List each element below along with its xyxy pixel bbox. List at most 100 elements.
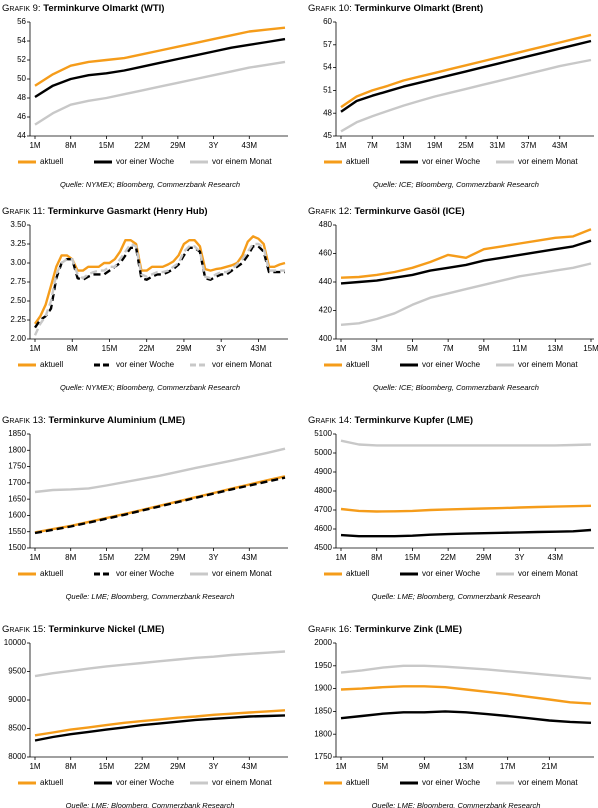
x-tick-label: 22M (134, 553, 150, 562)
legend-label: vor einer Woche (116, 157, 175, 166)
y-tick-label: 460 (319, 249, 333, 258)
y-tick-label: 54 (323, 63, 332, 72)
chart-title: Grafik 12: Terminkurve Gasöl (ICE) (308, 206, 465, 217)
x-tick-label: 8M (65, 762, 76, 771)
chart-title: Grafik 10: Terminkurve Olmarkt (Brent) (308, 3, 483, 14)
y-tick-label: 1600 (8, 511, 26, 520)
y-tick-label: 1750 (314, 752, 332, 761)
x-tick-label: 1M (29, 762, 40, 771)
chart-panel: Grafik 9: Terminkurve Olmarkt (WTI) 44 46 4… (2, 3, 288, 189)
chart-title: Grafik 16: Terminkurve Zink (LME) (308, 624, 462, 635)
x-tick-label: 22M (139, 344, 155, 353)
x-tick-label: 8M (67, 344, 78, 353)
x-tick-label: 19M (427, 141, 443, 150)
chart-title: Grafik 14: Terminkurve Kupfer (LME) (308, 415, 473, 426)
legend-label: vor einem Monat (518, 778, 578, 787)
chart-panel: Grafik 13: Terminkurve Aluminium (LME) 15… (2, 415, 288, 601)
series-line (340, 664, 592, 680)
series-line (34, 476, 286, 535)
legend-label: aktuell (346, 778, 369, 787)
x-tick-label: 25M (458, 141, 474, 150)
y-tick-label: 1900 (314, 684, 332, 693)
x-tick-label: 15M (99, 553, 115, 562)
chart-title: Grafik 9: Terminkurve Olmarkt (WTI) (2, 3, 164, 14)
legend-label: aktuell (346, 569, 369, 578)
x-tick-label: 43M (242, 762, 258, 771)
y-tick-label: 1650 (8, 494, 26, 503)
y-tick-label: 10000 (4, 638, 27, 647)
y-tick-label: 4700 (314, 505, 332, 514)
x-tick-label: 8M (65, 553, 76, 562)
series-line (340, 504, 592, 513)
y-tick-label: 46 (17, 112, 26, 121)
legend-label: vor einer Woche (422, 360, 481, 369)
series-line (340, 528, 592, 538)
x-tick-label: 15M (405, 553, 421, 562)
x-tick-label: 1M (29, 141, 40, 150)
y-tick-label: 1550 (8, 527, 26, 536)
source-note: Quelle: LME; Bloomberg, Commerzbank Rese… (66, 592, 235, 601)
y-tick-label: 3.25 (10, 239, 26, 248)
series-line (340, 33, 592, 109)
series-line (340, 439, 592, 447)
x-tick-label: 22M (134, 762, 150, 771)
chart-panel: Grafik 14: Terminkurve Kupfer (LME) 4500 4… (308, 415, 594, 601)
chart-number: Grafik 9: (2, 3, 41, 14)
x-tick-label: 3Y (216, 344, 226, 353)
y-tick-label: 51 (323, 86, 332, 95)
series-line (34, 37, 286, 99)
chart-number: Grafik 16: (308, 624, 352, 635)
x-tick-label: 1M (335, 553, 346, 562)
series-line (340, 58, 592, 133)
x-tick-label: 1M (335, 762, 346, 771)
chart-number: Grafik 12: (308, 206, 352, 217)
y-tick-label: 48 (323, 108, 332, 117)
x-tick-label: 1M (335, 141, 346, 150)
chart-title-text: Terminkurve Kupfer (LME) (355, 415, 474, 426)
y-tick-label: 3.00 (10, 258, 26, 267)
x-tick-label: 3M (371, 344, 382, 353)
y-tick-label: 56 (17, 17, 26, 26)
y-tick-label: 1800 (8, 445, 26, 454)
x-tick-label: 3Y (209, 141, 219, 150)
y-tick-label: 1850 (8, 429, 26, 438)
legend-label: aktuell (40, 157, 63, 166)
y-tick-label: 52 (17, 55, 26, 64)
source-note: Quelle: LME; Bloomberg, Commerzbank Rese… (372, 801, 541, 808)
series-line (34, 714, 286, 742)
x-tick-label: 7M (367, 141, 378, 150)
chart-panel: Grafik 12: Terminkurve Gasöl (ICE) 400 420… (308, 206, 598, 392)
y-tick-label: 4500 (314, 543, 332, 552)
x-tick-label: 15M (102, 344, 118, 353)
y-tick-label: 480 (319, 220, 333, 229)
x-tick-label: 3Y (209, 762, 219, 771)
legend-label: vor einem Monat (518, 569, 578, 578)
source-note: Quelle: NYMEX; Bloomberg, Commerzbank Re… (60, 180, 240, 189)
y-tick-label: 400 (319, 334, 333, 343)
y-tick-label: 1500 (8, 543, 26, 552)
source-note: Quelle: LME; Bloomberg, Commerzbank Rese… (66, 801, 235, 808)
y-tick-label: 57 (323, 40, 332, 49)
x-tick-label: 8M (371, 553, 382, 562)
x-tick-label: 22M (134, 141, 150, 150)
series-line (34, 650, 286, 678)
series-line (34, 447, 286, 494)
y-tick-label: 9500 (8, 667, 26, 676)
chart-title: Grafik 13: Terminkurve Aluminium (LME) (2, 415, 185, 426)
series-line (340, 239, 592, 285)
x-tick-label: 21M (542, 762, 558, 771)
y-tick-label: 2000 (314, 638, 332, 647)
chart-title: Grafik 11: Terminkurve Gasmarkt (Henry H… (2, 206, 208, 217)
y-tick-label: 8000 (8, 752, 26, 761)
legend-label: aktuell (40, 778, 63, 787)
legend-label: vor einer Woche (116, 569, 175, 578)
legend-label: vor einer Woche (422, 569, 481, 578)
y-tick-label: 50 (17, 74, 26, 83)
y-tick-label: 4900 (314, 467, 332, 476)
series-line (33, 242, 285, 336)
x-tick-label: 22M (440, 553, 456, 562)
y-tick-label: 1950 (314, 661, 332, 670)
series-line (340, 262, 592, 326)
legend-label: vor einem Monat (518, 157, 578, 166)
y-tick-label: 45 (323, 131, 332, 140)
